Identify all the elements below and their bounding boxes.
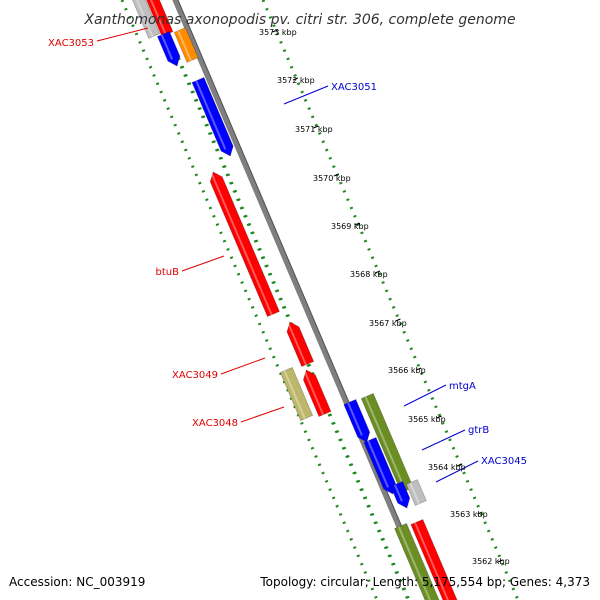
gene-label-xac3045[interactable]: XAC3045 bbox=[481, 456, 527, 467]
feature-orange-shape bbox=[173, 27, 199, 63]
feature-xac3048-highlight bbox=[283, 370, 306, 420]
feature-xac3051-highlight bbox=[195, 80, 227, 150]
leader-gtrb bbox=[421, 429, 466, 451]
feature-xac3049 bbox=[286, 321, 315, 368]
tick-label: 3564 kbp bbox=[428, 463, 466, 472]
feature-xac3045-highlight bbox=[393, 484, 403, 502]
feature-xac3045-shape bbox=[390, 480, 411, 509]
feature-mtga-shape bbox=[343, 398, 371, 443]
leader-xac3049 bbox=[220, 357, 266, 375]
feature-olive-mid-highlight bbox=[364, 396, 407, 492]
genome-backbone bbox=[172, 0, 434, 600]
gene-label-btub[interactable]: btuB bbox=[156, 267, 180, 278]
tick-label: 3569 kbp bbox=[331, 222, 369, 231]
feature-xac3048 bbox=[279, 366, 314, 422]
feature-olive-bottom-highlight bbox=[397, 526, 431, 600]
tick-mark bbox=[292, 77, 299, 81]
leader-xac3048 bbox=[240, 406, 285, 423]
gene-label-xac3049[interactable]: XAC3049 bbox=[172, 370, 218, 381]
feature-red-mid-shape bbox=[302, 369, 332, 418]
feature-xac3051-shape bbox=[191, 76, 234, 157]
tick-label: 3565 kbp bbox=[408, 415, 446, 424]
label-leaders bbox=[96, 27, 479, 483]
feature-btub-shape bbox=[209, 171, 280, 318]
genome-summary-text: Topology: circular; Length: 5,175,554 bp… bbox=[259, 575, 590, 589]
feature-grey-top-shape bbox=[132, 0, 161, 39]
feature-red-bottom-shape bbox=[410, 518, 458, 600]
gene-label-xac3053[interactable]: XAC3053 bbox=[48, 38, 94, 49]
tick-label: 3566 kbp bbox=[388, 366, 426, 375]
feature-blue-top bbox=[156, 30, 181, 67]
feature-xac3049-highlight bbox=[287, 322, 307, 366]
feature-mtga-highlight bbox=[347, 402, 363, 436]
backbone-line bbox=[172, 0, 433, 600]
gene-label-xac3048[interactable]: XAC3048 bbox=[192, 418, 238, 429]
tick-label: 3571 kbp bbox=[295, 125, 333, 134]
gene-label-xac3051[interactable]: XAC3051 bbox=[331, 82, 377, 93]
tick-label: 3572 kbp bbox=[277, 76, 315, 85]
tick-marks bbox=[272, 29, 504, 563]
leader-xac3053 bbox=[96, 27, 149, 42]
map-title: Xanthomonas axonopodis pv. citri str. 30… bbox=[83, 12, 515, 28]
feature-red-top-highlight bbox=[149, 0, 167, 36]
feature-blue-top-highlight bbox=[160, 34, 174, 60]
outer-dotted-guide bbox=[261, 0, 520, 600]
tick-mark bbox=[477, 511, 483, 515]
left-dotted-guide bbox=[120, 0, 379, 600]
gene-label-gtrb[interactable]: gtrB bbox=[468, 425, 489, 436]
dotted-guides bbox=[120, 0, 520, 600]
tick-mark bbox=[272, 29, 278, 33]
gene-label-mtga[interactable]: mtgA bbox=[449, 381, 476, 392]
tick-label: 3568 kbp bbox=[350, 270, 388, 279]
tick-label: 3567 kbp bbox=[369, 319, 407, 328]
feature-xac3048-shape bbox=[279, 366, 314, 422]
feature-orange-highlight bbox=[177, 30, 192, 62]
feature-grey-mid bbox=[405, 479, 427, 506]
feature-olive-bottom bbox=[394, 522, 440, 600]
tick-mark bbox=[333, 173, 339, 177]
feature-grey-mid-highlight bbox=[409, 482, 421, 505]
tick-label: 3570 kbp bbox=[313, 174, 351, 183]
gene-features bbox=[132, 0, 458, 600]
feature-btub-highlight bbox=[210, 172, 273, 316]
feature-red-bottom-highlight bbox=[414, 522, 449, 600]
tick-label: 3562 kbp bbox=[472, 557, 510, 566]
leader-xac3045 bbox=[435, 460, 479, 483]
tick-mark bbox=[354, 222, 360, 226]
leader-mtga bbox=[403, 384, 447, 407]
tick-mark bbox=[374, 270, 381, 274]
feature-olive-bottom-shape bbox=[394, 522, 440, 600]
feature-red-mid-highlight bbox=[303, 370, 325, 416]
feature-gtrb bbox=[363, 436, 397, 495]
feature-grey-mid-shape bbox=[405, 479, 427, 506]
feature-gtrb-shape bbox=[363, 436, 397, 495]
feature-btub bbox=[209, 171, 280, 318]
backbone-edge bbox=[177, 0, 434, 600]
leader-btub bbox=[181, 255, 225, 272]
tick-mark bbox=[436, 415, 442, 419]
feature-xac3049-shape bbox=[286, 321, 315, 368]
feature-red-mid bbox=[302, 369, 332, 418]
feature-xac3045 bbox=[390, 480, 411, 509]
feature-gtrb-highlight bbox=[367, 440, 389, 488]
feature-blue-top-shape bbox=[156, 30, 181, 67]
feature-red-bottom bbox=[410, 518, 458, 600]
feature-mtga bbox=[343, 398, 371, 443]
feature-grey-top-highlight bbox=[135, 0, 154, 38]
tick-label: 3573 kbp bbox=[259, 28, 297, 37]
tick-mark bbox=[395, 318, 401, 322]
accession-text: Accession: NC_003919 bbox=[9, 575, 145, 589]
feature-xac3051 bbox=[191, 76, 234, 157]
inner-dotted-guide-fill bbox=[152, 0, 411, 600]
tick-mark bbox=[497, 559, 504, 563]
tick-mark bbox=[313, 125, 319, 129]
tick-mark bbox=[416, 367, 422, 371]
tick-mark bbox=[456, 463, 463, 467]
leader-xac3051 bbox=[283, 85, 329, 105]
feature-grey-top bbox=[132, 0, 161, 39]
feature-orange bbox=[173, 27, 199, 63]
tick-label: 3563 kbp bbox=[450, 510, 488, 519]
